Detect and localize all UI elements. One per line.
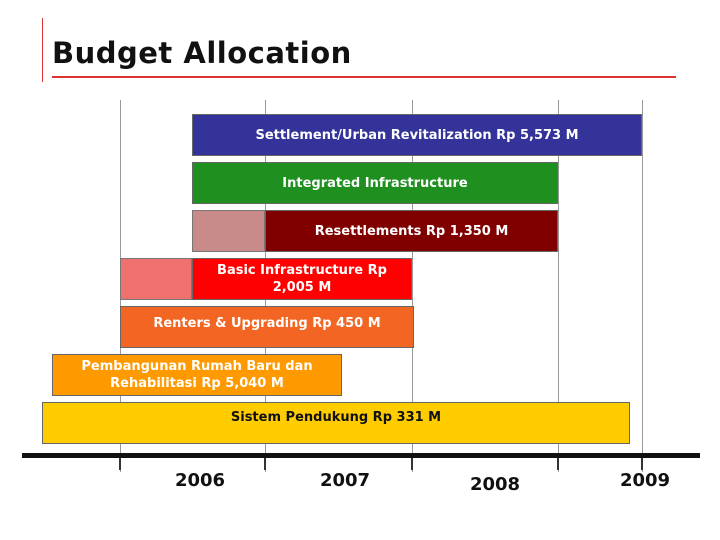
bar-label: Renters & Upgrading Rp 450 M: [153, 315, 381, 331]
title: Budget Allocation: [52, 36, 352, 70]
bar: Pembangunan Rumah Baru dan Rehabilitasi …: [52, 354, 342, 396]
bar-label: Pembangunan Rumah Baru dan Rehabilitasi …: [81, 359, 313, 391]
title-underline: [52, 76, 676, 78]
year-label: 2007: [319, 470, 371, 491]
year-label: 2009: [619, 470, 671, 491]
bar: Resettlements Rp 1,350 M: [265, 210, 558, 252]
bar: Settlement/Urban Revitalization Rp 5,573…: [192, 114, 642, 156]
axis-tick: [411, 458, 413, 470]
bar-lead: [120, 258, 192, 300]
bar: Basic Infrastructure Rp 2,005 M: [192, 258, 412, 300]
bar-label: Sistem Pendukung Rp 331 M: [230, 409, 442, 425]
year-label: 2008: [469, 474, 521, 495]
bar-label: Settlement/Urban Revitalization Rp 5,573…: [255, 127, 579, 143]
grid-line: [558, 100, 559, 472]
title-rule: [42, 18, 43, 82]
bar: Integrated Infrastructure: [192, 162, 558, 204]
bar: Sistem Pendukung Rp 331 M: [42, 402, 630, 444]
bar-lead: [192, 210, 265, 252]
grid-line: [642, 100, 643, 472]
axis-tick: [641, 458, 643, 470]
grid-line: [412, 100, 413, 472]
axis-tick: [264, 458, 266, 470]
axis-tick: [557, 458, 559, 470]
axis-tick: [119, 458, 121, 470]
year-label: 2006: [174, 470, 226, 491]
axis-line: [22, 453, 700, 458]
bar-label: Basic Infrastructure Rp 2,005 M: [217, 263, 387, 295]
bar: Renters & Upgrading Rp 450 M: [120, 306, 414, 348]
bar-label: Resettlements Rp 1,350 M: [314, 223, 509, 239]
bar-label: Integrated Infrastructure: [282, 175, 468, 191]
